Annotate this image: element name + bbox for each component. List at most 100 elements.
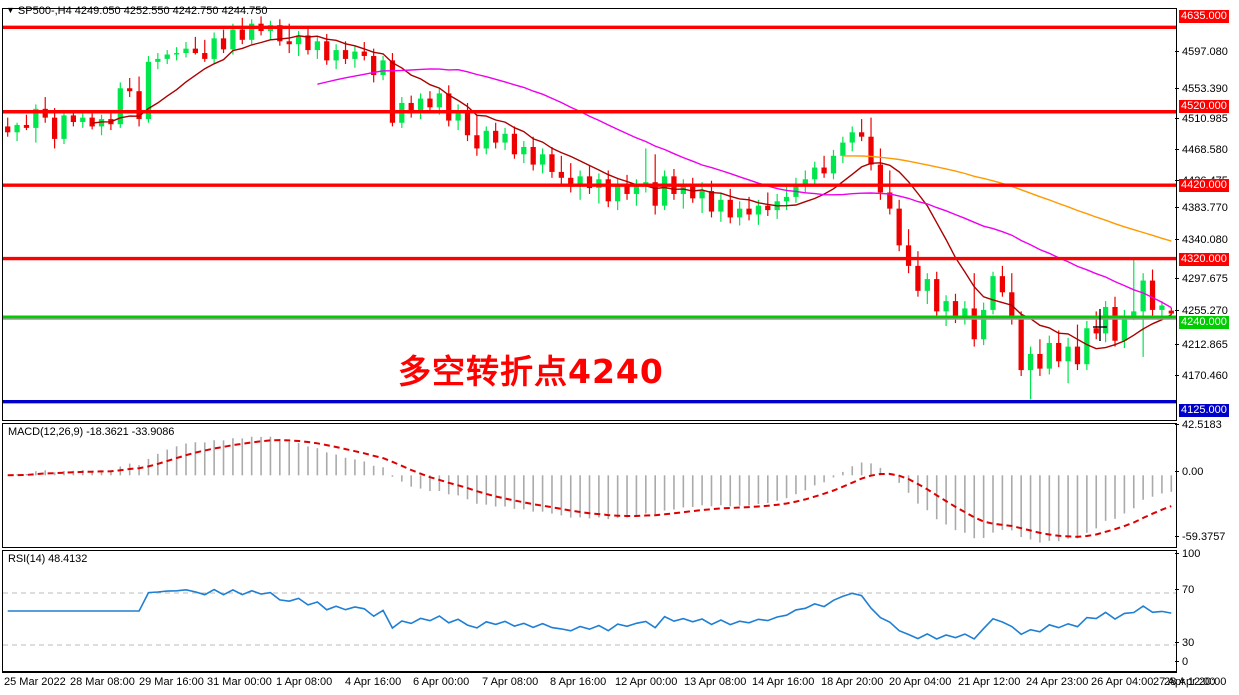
time-axis-label: 28 Apr 20:00 [1164, 676, 1227, 688]
candle-body [568, 177, 574, 187]
candle-body [615, 185, 621, 202]
candle-body [661, 176, 668, 206]
candle-body [277, 25, 283, 42]
price-scale[interactable]: 4635.000 4597.080 4553.390 4520.000 4510.985… [1174, 0, 1239, 695]
rsi-scale-tick: 0 [1174, 656, 1188, 668]
price-chart-panel[interactable] [2, 8, 1177, 421]
candle-body [812, 167, 818, 180]
candle-body [539, 154, 546, 165]
price-scale-label-tick: 4170.460 [1175, 370, 1228, 382]
macd-histogram [16, 436, 1173, 543]
time-axis-rule [2, 672, 1177, 673]
candle-body [239, 29, 245, 40]
candle-body [173, 53, 180, 55]
candle-body [89, 117, 95, 127]
candle-body [249, 23, 255, 40]
candle-body [905, 245, 912, 266]
candle-body [830, 155, 837, 174]
candle-body [1084, 328, 1090, 365]
rsi-line [7, 588, 1172, 640]
price-scale-label-tick: 4212.865 [1175, 339, 1228, 351]
candle-body [183, 48, 189, 54]
candle-body [1074, 346, 1081, 365]
candle-body [1159, 305, 1165, 310]
candle-body [530, 146, 536, 165]
price-scale-label-tag[interactable]: 4520.000 [1179, 100, 1229, 113]
candle-body [896, 208, 902, 246]
candle-body [840, 142, 846, 156]
candle-body [220, 38, 227, 50]
moving-average-line-1 [317, 68, 1172, 309]
price-scale-label-tag[interactable]: 4420.000 [1179, 179, 1229, 192]
time-axis-label: 20 Apr 04:00 [889, 676, 952, 688]
time-axis-label: 21 Apr 12:00 [958, 676, 1021, 688]
macd-label: MACD(12,26,9) -18.3621 -33.9086 [8, 426, 175, 438]
macd-signal-line [7, 439, 1172, 538]
candle-body [51, 117, 58, 139]
candle-body [502, 133, 508, 143]
candle-body [793, 183, 799, 197]
crosshair-marker [1093, 309, 1107, 341]
macd-panel[interactable]: MACD(12,26,9) -18.3621 -33.9086 [2, 423, 1177, 548]
candle-body [877, 164, 884, 193]
candle-body [718, 199, 724, 212]
candle-body [80, 117, 86, 123]
candle-body [230, 29, 236, 50]
chevron-down-icon[interactable]: ▼ [6, 5, 15, 15]
time-axis-label: 24 Apr 23:00 [1026, 676, 1089, 688]
price-scale-label-tag[interactable]: 4240.000 [1179, 316, 1229, 329]
candle-body [136, 91, 142, 120]
price-scale-label-tag[interactable]: 4320.000 [1179, 253, 1229, 266]
candle-body [155, 58, 161, 62]
candle-body [33, 108, 39, 128]
candle-body [943, 301, 949, 312]
candle-body [427, 98, 433, 108]
candle-body [511, 133, 518, 155]
price-scale-label-tag[interactable]: 4635.000 [1179, 10, 1229, 23]
candle-body [737, 208, 743, 218]
time-axis[interactable]: 25 Mar 2022 28 Mar 08:00 29 Mar 16:00 31 Ma… [0, 674, 1226, 695]
candle-body [127, 88, 133, 92]
price-scale-label-tag[interactable]: 4125.000 [1179, 404, 1229, 417]
candle-body [1046, 342, 1052, 369]
candle-body [924, 279, 930, 291]
candle-body [859, 132, 865, 137]
candle-body [286, 41, 292, 45]
candle-body [971, 308, 977, 340]
rsi-canvas [3, 551, 1176, 671]
candle-body [990, 276, 996, 310]
candle-body [952, 301, 959, 318]
candle-body [211, 38, 217, 59]
price-scale-label-tick: 4340.080 [1175, 234, 1228, 246]
candle-body [117, 88, 123, 125]
candle-body [389, 60, 396, 123]
candle-body [765, 205, 771, 211]
candle-body [1168, 310, 1174, 314]
candle-body [164, 54, 170, 59]
candle-body [436, 93, 442, 108]
candle-body [887, 192, 893, 209]
candle-body [145, 61, 152, 120]
time-axis-label: 25 Mar 2022 [4, 676, 66, 688]
moving-average-line-0 [92, 35, 1172, 350]
candle-body [380, 60, 386, 76]
candle-body [342, 50, 349, 59]
rsi-panel[interactable]: RSI(14) 48.4132 [2, 550, 1177, 672]
time-axis-label: 7 Apr 08:00 [482, 676, 539, 688]
candle-body [849, 132, 855, 143]
price-scale-label-tick: 4297.675 [1175, 273, 1228, 285]
candle-body [1093, 328, 1099, 334]
symbol-header-text: SP500-,H4 4249.050 4252.550 4242.750 424… [17, 5, 268, 17]
rsi-svg [3, 588, 1176, 646]
candle-body [361, 51, 367, 56]
time-axis-label: 28 Mar 08:00 [70, 676, 135, 688]
time-axis-label: 12 Apr 00:00 [615, 676, 678, 688]
candle-body [305, 35, 311, 51]
candle-body [408, 102, 414, 114]
macd-scale-tick: -59.3757 [1174, 531, 1225, 543]
macd-svg [7, 436, 1173, 543]
candle-body [483, 130, 489, 149]
rsi-scale-tick: 70 [1174, 584, 1194, 596]
candle-body [821, 167, 827, 174]
candle-body [549, 154, 555, 172]
